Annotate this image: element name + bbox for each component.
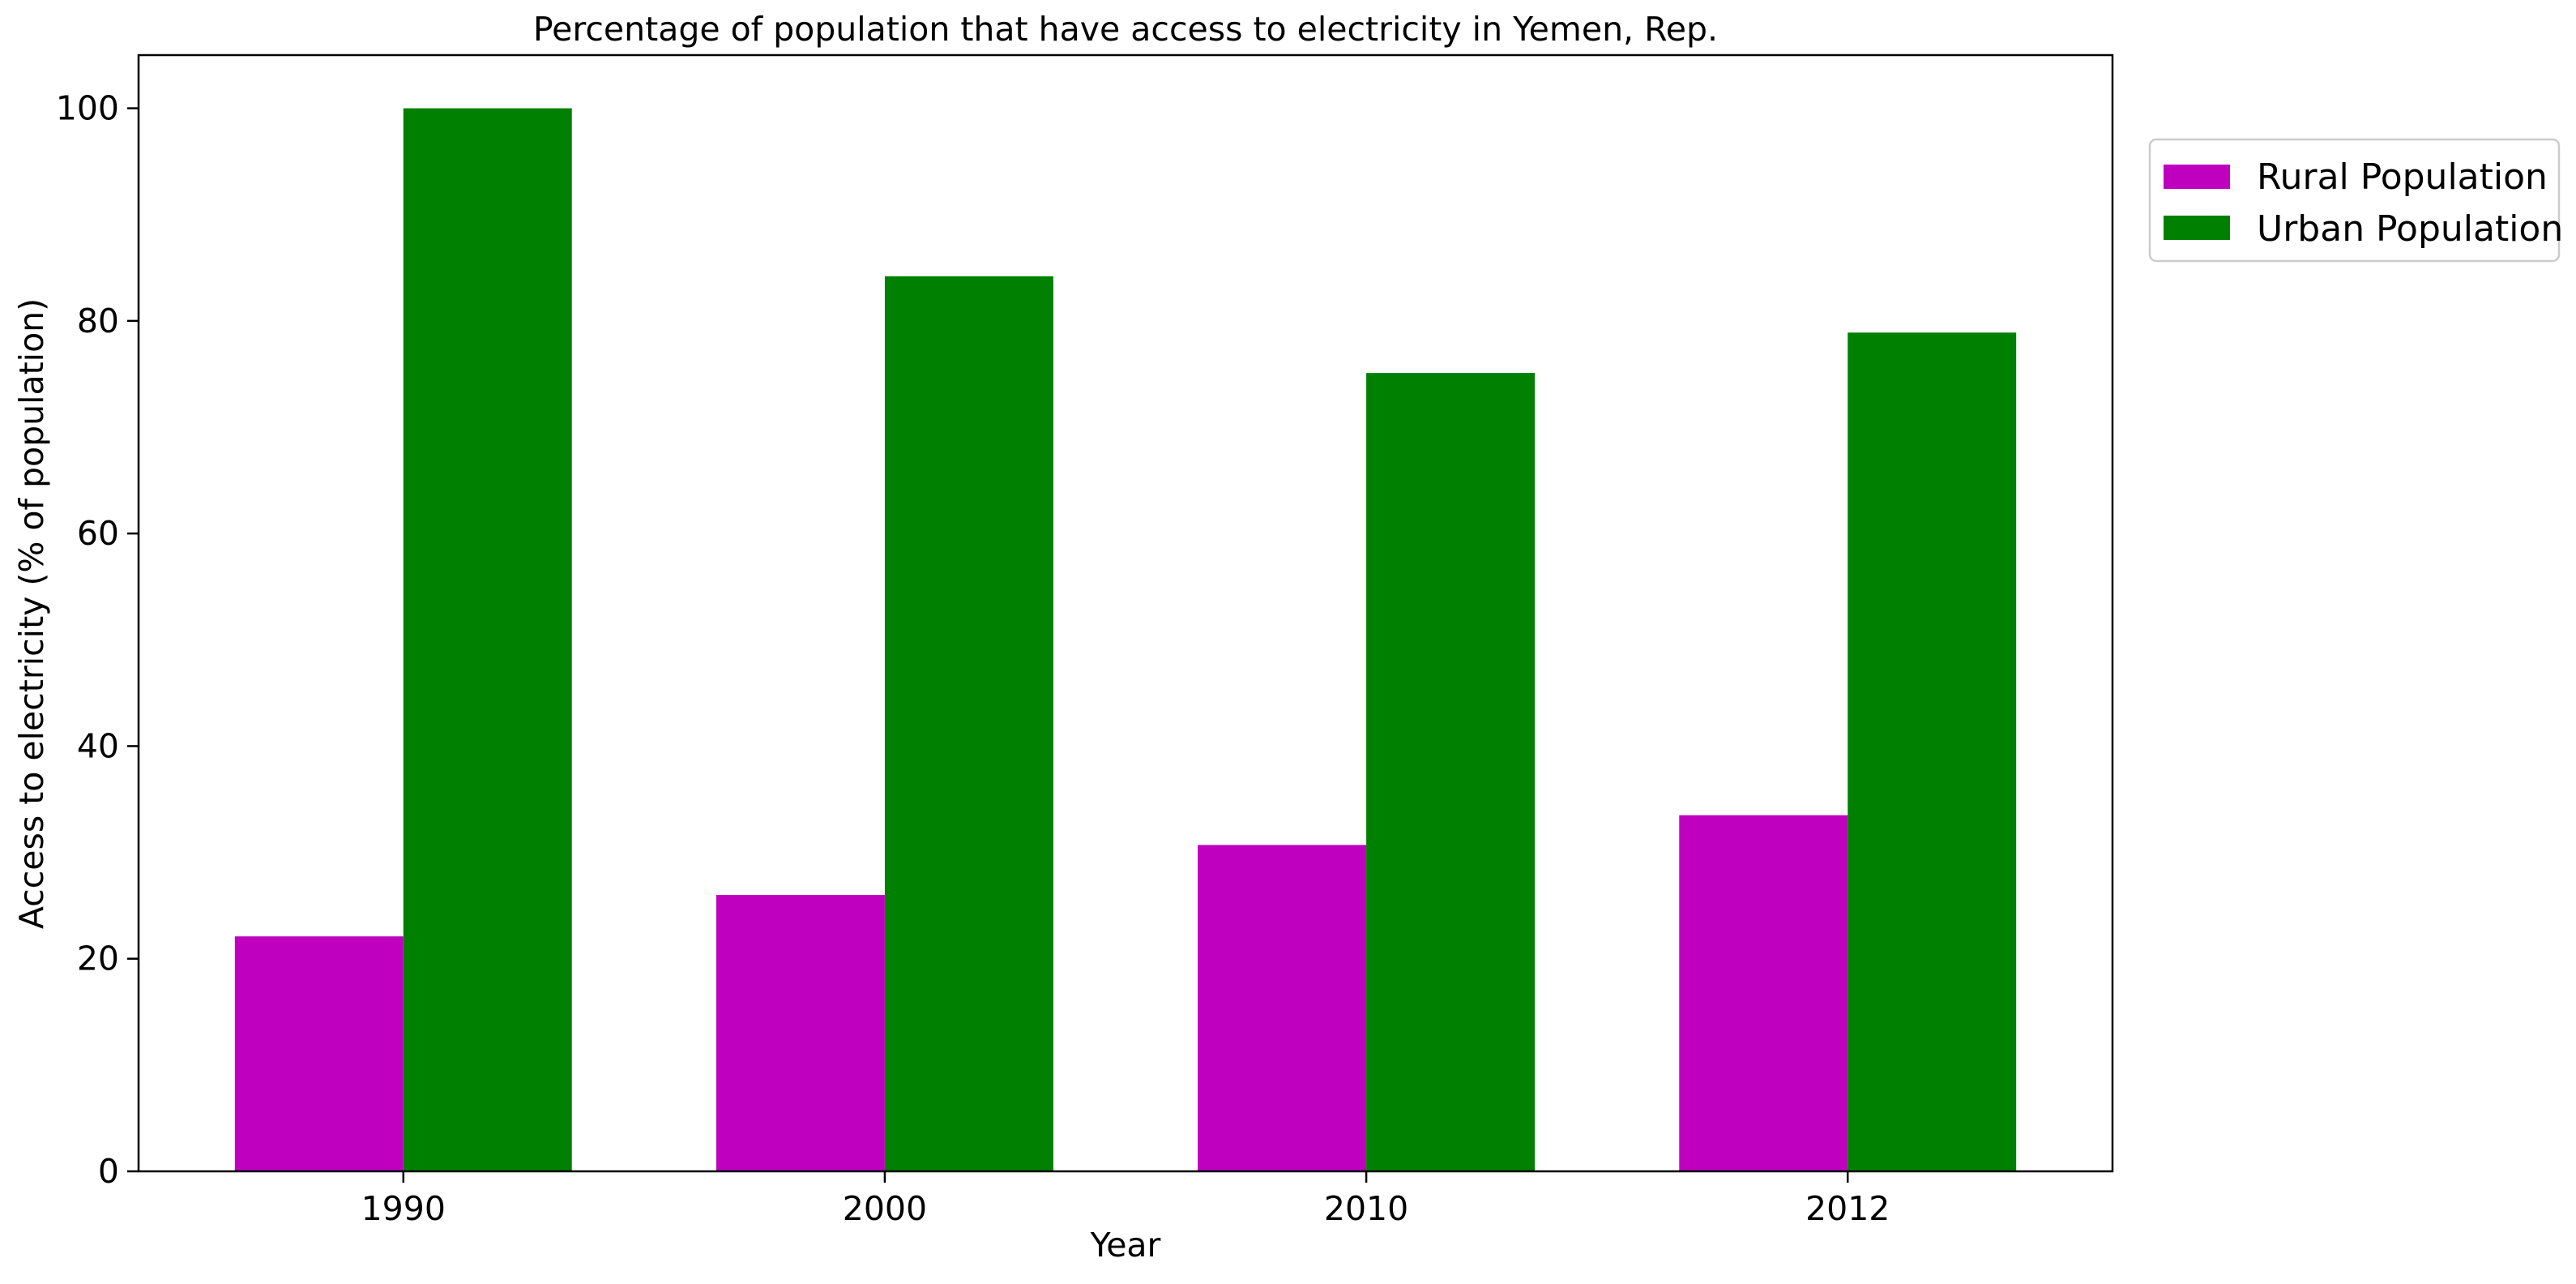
y-tick-label: 40 bbox=[77, 726, 119, 765]
bar-rural-2012 bbox=[1679, 815, 1848, 1171]
y-tick-label: 80 bbox=[77, 302, 119, 340]
bar-urban-2012 bbox=[1848, 332, 2017, 1172]
legend-swatch-rural bbox=[2164, 165, 2230, 189]
legend: Rural Population Urban Population bbox=[2148, 138, 2563, 263]
y-tick-label: 20 bbox=[77, 939, 119, 978]
y-tick-label: 100 bbox=[56, 89, 119, 128]
x-tick-label: 2012 bbox=[1805, 1189, 1890, 1228]
y-axis-ticks: 0 20 40 60 80 100 bbox=[56, 89, 139, 1191]
chart-title: Percentage of population that have acces… bbox=[533, 10, 1718, 49]
x-axis-ticks: 1990 2000 2010 2012 bbox=[361, 1171, 1890, 1228]
legend-label-rural: Rural Population bbox=[2257, 156, 2548, 198]
y-tick-label: 0 bbox=[98, 1152, 119, 1191]
bar-urban-1990 bbox=[403, 108, 572, 1172]
x-tick-label: 1990 bbox=[361, 1189, 446, 1228]
x-axis-label: Year bbox=[1090, 1226, 1161, 1265]
x-tick-label: 2000 bbox=[843, 1189, 927, 1228]
bar-rural-2000 bbox=[716, 895, 885, 1171]
legend-frame bbox=[2148, 138, 2561, 263]
plot-area-frame bbox=[137, 54, 2114, 1173]
bar-rural-2010 bbox=[1198, 845, 1367, 1171]
bars-group bbox=[234, 108, 2017, 1172]
legend-label-urban: Urban Population bbox=[2257, 208, 2563, 250]
legend-swatch-urban bbox=[2164, 216, 2230, 240]
y-axis-label: Access to electricity (% of population) bbox=[12, 298, 51, 929]
bar-rural-1990 bbox=[234, 936, 404, 1171]
bar-urban-2010 bbox=[1366, 373, 1536, 1171]
y-tick-label: 60 bbox=[77, 514, 119, 553]
x-tick-label: 2010 bbox=[1324, 1189, 1408, 1228]
bar-urban-2000 bbox=[884, 276, 1053, 1172]
